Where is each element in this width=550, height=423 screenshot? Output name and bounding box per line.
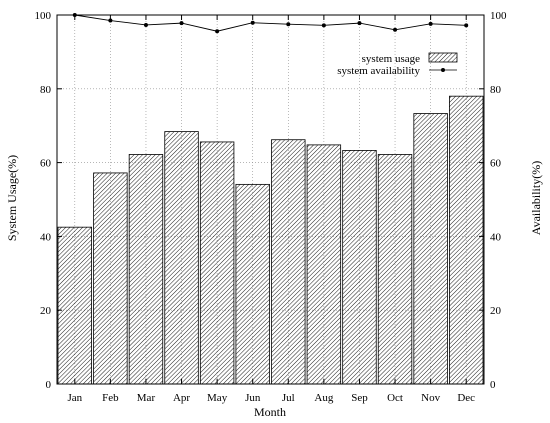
x-tick-label-feb: Feb (102, 392, 119, 404)
availability-point-jun (250, 20, 255, 25)
x-tick-label-aug: Aug (314, 392, 333, 404)
tick-labels: 0 0 20 20 40 40 60 60 80 80 100 100 Jan Feb Mar Apr May J… (35, 10, 508, 404)
y2-tick-label: 60 (490, 158, 502, 170)
legend-swatch-usage (428, 52, 458, 63)
bar-jan (57, 226, 92, 385)
x-tick-label-oct: Oct (387, 392, 403, 404)
availability-point-dec (464, 23, 469, 28)
x-tick-label-jul: Jul (282, 392, 295, 404)
availability-point-oct (393, 27, 398, 32)
availability-point-sep (357, 21, 362, 26)
bar-may (199, 141, 235, 385)
availability-point-jul (286, 22, 291, 27)
availability-point-mar (143, 22, 148, 27)
availability-point-apr (179, 21, 184, 26)
availability-point-nov (428, 21, 433, 26)
y2-axis-title: Availability(%) (529, 161, 543, 235)
y2-tick-label: 40 (490, 231, 502, 243)
availability-point-may (215, 29, 220, 34)
x-axis-title: Month (254, 405, 286, 419)
availability-point-aug (321, 23, 326, 28)
plot-frame (56, 14, 485, 385)
y2-tick-label: 100 (490, 10, 507, 22)
legend-label-availability: system availability (337, 65, 420, 77)
x-tick-label-jan: Jan (67, 392, 82, 404)
bar-apr (164, 131, 199, 385)
legend-label-usage: system usage (362, 53, 420, 65)
x-tick-label-mar: Mar (137, 392, 156, 404)
x-tick-label-dec: Dec (457, 392, 475, 404)
x-tick-label-may: May (207, 392, 228, 404)
y-tick-label: 80 (40, 84, 52, 96)
grid (57, 15, 484, 384)
bars (57, 95, 484, 385)
bar-oct (377, 154, 413, 385)
bar-feb (93, 172, 128, 385)
legend: system usage system availability (337, 52, 458, 77)
y-tick-label: 60 (40, 158, 52, 170)
x-tick-label-apr: Apr (173, 392, 190, 404)
y2-tick-label: 0 (490, 379, 496, 391)
bar-nov (413, 113, 448, 385)
availability-line (72, 13, 469, 34)
bar-dec (449, 95, 484, 385)
y-tick-label: 100 (35, 10, 52, 22)
bar-sep (342, 150, 377, 385)
availability-polyline (74, 14, 467, 32)
y-tick-label: 40 (40, 231, 52, 243)
bar-jul (271, 139, 306, 385)
ticks (57, 14, 484, 385)
bar-mar (128, 154, 164, 385)
x-tick-label-sep: Sep (351, 392, 368, 404)
bar-jun (235, 183, 270, 385)
bar-aug (306, 144, 342, 385)
y2-tick-label: 80 (490, 84, 502, 96)
x-tick-label-nov: Nov (421, 392, 440, 404)
y-tick-label: 20 (40, 305, 52, 317)
y-axis-title: System Usage(%) (5, 155, 19, 241)
availability-point-feb (108, 18, 113, 23)
legend-marker-availability (441, 68, 445, 72)
x-tick-label-jun: Jun (245, 392, 261, 404)
y-tick-label: 0 (46, 379, 52, 391)
y2-tick-label: 20 (490, 305, 502, 317)
